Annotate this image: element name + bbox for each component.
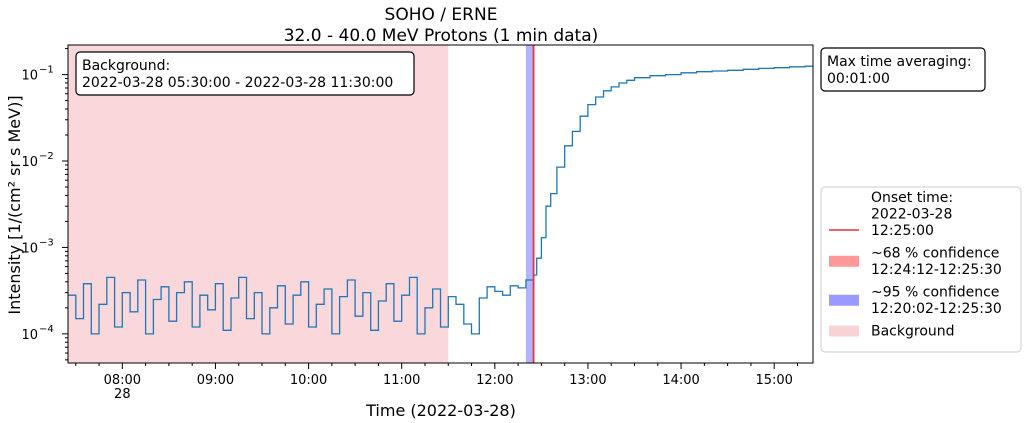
x-tick-label: 12:00 bbox=[476, 373, 513, 388]
x-tick-day-label: 28 bbox=[114, 387, 131, 402]
legend-label-0: 12:25:00 bbox=[871, 223, 934, 239]
plot-frame bbox=[67, 44, 814, 364]
legend-label-2: ~95 % confidence bbox=[871, 285, 999, 301]
shaded-region-1 bbox=[525, 45, 535, 363]
legend-label-3: Background bbox=[871, 324, 955, 340]
background-box-line1: Background: bbox=[82, 58, 170, 74]
y-tick-label: 10 bbox=[21, 155, 38, 170]
x-tick-label: 11:00 bbox=[383, 373, 420, 388]
y-tick-label: 10 bbox=[21, 328, 38, 343]
x-tick-label: 13:00 bbox=[569, 373, 606, 388]
y-tick-label: 10 bbox=[21, 241, 38, 256]
legend-swatch-2 bbox=[829, 294, 859, 306]
x-tick-label: 10:00 bbox=[290, 373, 327, 388]
max-averaging-line2: 00:01:00 bbox=[827, 71, 890, 87]
y-tick-exponent: −1 bbox=[39, 65, 54, 76]
x-tick-label: 08:00 bbox=[104, 373, 141, 388]
chart-title: SOHO / ERNE bbox=[385, 5, 498, 25]
y-tick-label: 10 bbox=[21, 69, 38, 84]
series-line-0 bbox=[68, 65, 813, 335]
background-box-frame bbox=[75, 51, 415, 96]
max-averaging-box-frame bbox=[820, 47, 986, 92]
legend-swatch-3 bbox=[829, 325, 859, 337]
y-tick-exponent: −4 bbox=[39, 324, 54, 335]
y-axis-label: Intensity [1/(cm² sr s MeV)] bbox=[5, 95, 24, 314]
legend-label-1: ~68 % confidence bbox=[871, 246, 999, 262]
x-tick-label: 09:00 bbox=[197, 373, 234, 388]
y-tick-exponent: −3 bbox=[39, 237, 54, 248]
background-info-box: Background:2022-03-28 05:30:00 - 2022-03… bbox=[75, 51, 415, 96]
legend-label-0: Onset time: bbox=[871, 190, 953, 206]
legend-swatch-1 bbox=[829, 255, 859, 267]
background-box-line2: 2022-03-28 05:30:00 - 2022-03-28 11:30:0… bbox=[82, 75, 393, 91]
chart-subtitle: 32.0 - 40.0 MeV Protons (1 min data) bbox=[284, 26, 599, 46]
shaded-region-0 bbox=[68, 45, 449, 363]
max-averaging-box: Max time averaging:00:01:00 bbox=[820, 47, 986, 92]
legend-label-0: 2022-03-28 bbox=[871, 207, 952, 223]
x-tick-label: 14:00 bbox=[662, 373, 699, 388]
x-axis-label: Time (2022-03-28) bbox=[365, 401, 516, 420]
legend-label-2: 12:20:02-12:25:30 bbox=[871, 301, 1002, 317]
max-averaging-line1: Max time averaging: bbox=[827, 54, 972, 70]
legend-frame bbox=[820, 186, 1022, 353]
x-tick-label: 15:00 bbox=[755, 373, 792, 388]
y-tick-exponent: −2 bbox=[39, 151, 54, 162]
legend-label-1: 12:24:12-12:25:30 bbox=[871, 262, 1002, 278]
